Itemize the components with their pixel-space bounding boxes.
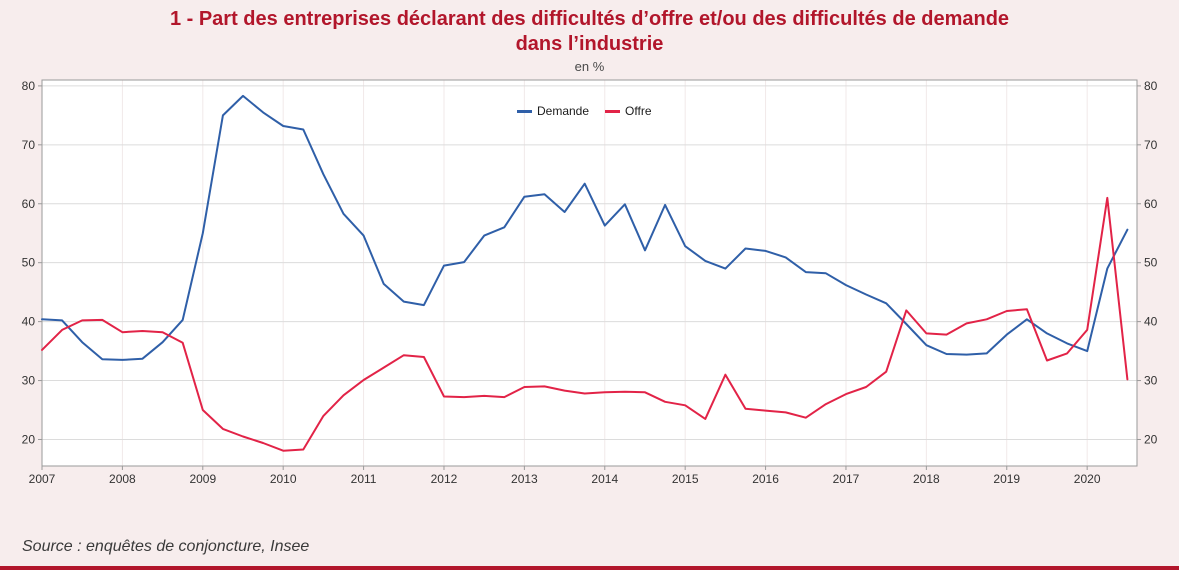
plot-background xyxy=(42,80,1137,466)
x-axis-label: 2007 xyxy=(29,472,56,486)
y-axis-label-right: 20 xyxy=(1144,432,1158,446)
figure-title-line2: dans l’industrie xyxy=(515,33,664,55)
x-axis-label: 2013 xyxy=(511,472,538,486)
y-axis-label-left: 60 xyxy=(22,197,36,211)
x-axis-label: 2012 xyxy=(431,472,458,486)
x-axis-label: 2011 xyxy=(351,472,377,486)
x-axis-label: 2017 xyxy=(833,472,860,486)
x-axis-label: 2009 xyxy=(189,472,216,486)
y-axis-label-left: 80 xyxy=(22,79,36,93)
x-axis-label: 2016 xyxy=(752,472,779,486)
x-axis-label: 2010 xyxy=(270,472,297,486)
y-axis-label-left: 70 xyxy=(22,138,36,152)
unit-label: en % xyxy=(574,59,605,74)
y-axis-label-left: 40 xyxy=(22,315,36,329)
y-axis-label-left: 20 xyxy=(22,432,36,446)
chart-area: 20 20 30 30 40 40 50 50 60 60 70 70 80 80 2007 2008 2009… xyxy=(12,74,1167,497)
y-axis-label-right: 60 xyxy=(1144,197,1158,211)
x-axis-label: 2015 xyxy=(672,472,699,486)
y-axis-label-right: 50 xyxy=(1144,256,1158,270)
chart-legend: Demande Offre xyxy=(517,104,652,118)
series-line-demande xyxy=(41,94,1129,361)
legend-item-offre: Offre xyxy=(605,104,652,118)
x-axis-label: 2020 xyxy=(1074,472,1101,486)
y-axis-label-right: 30 xyxy=(1144,374,1158,388)
offre-line-swatch xyxy=(605,109,621,113)
series-line-offre xyxy=(41,196,1129,452)
legend-label-demande: Demande xyxy=(537,104,590,118)
y-axis-label-left: 30 xyxy=(22,374,36,388)
bottom-rule xyxy=(0,566,1179,570)
source-note: Source : enquêtes de conjoncture, Insee xyxy=(22,538,310,555)
y-axis-label-right: 80 xyxy=(1144,79,1158,93)
x-axis-label: 2008 xyxy=(109,472,136,486)
figure-title: 1 - Part des entreprises déclarant des d… xyxy=(0,0,1179,57)
x-axis-label: 2018 xyxy=(913,472,940,486)
plot-frame xyxy=(41,79,1138,467)
x-axis-label: 2014 xyxy=(591,472,618,486)
y-axis-label-right: 70 xyxy=(1144,138,1158,152)
legend-item-demande: Demande xyxy=(517,104,589,118)
x-axis-label: 2019 xyxy=(993,472,1020,486)
demande-line-swatch xyxy=(517,109,532,113)
y-axis-label-left: 50 xyxy=(22,256,36,270)
figure-title-line1: 1 - Part des entreprises déclarant des d… xyxy=(169,8,1010,30)
y-axis-label-right: 40 xyxy=(1144,315,1158,329)
legend-label-offre: Offre xyxy=(625,104,652,118)
